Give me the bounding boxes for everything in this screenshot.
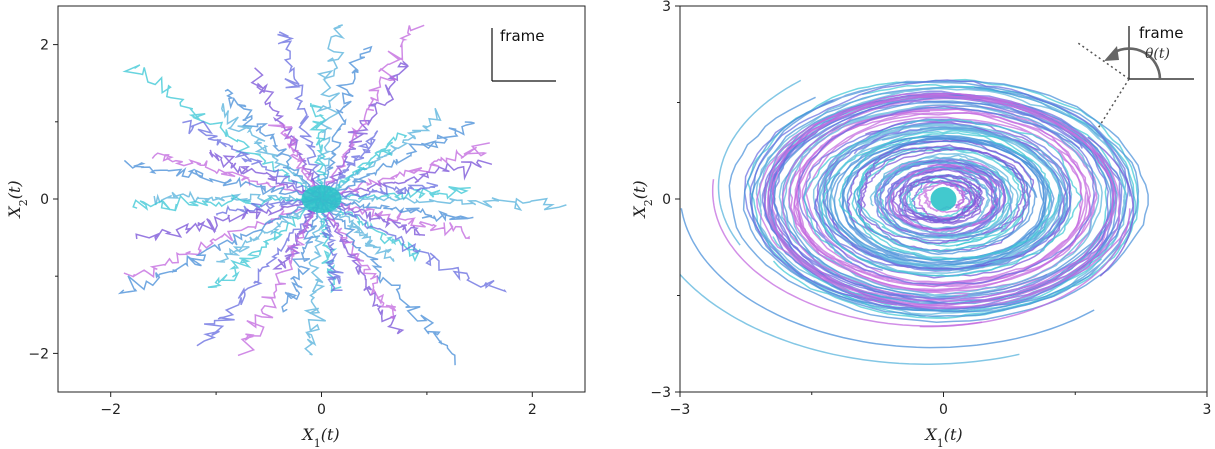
right-inset-label: frame xyxy=(1139,24,1183,42)
x-tick-label: 0 xyxy=(317,402,326,418)
right-trajectory xyxy=(838,132,1060,261)
right-outer-trajectory xyxy=(717,79,802,246)
right-trajectory xyxy=(812,123,1073,277)
left-trajectory xyxy=(322,197,474,223)
left-trajectory xyxy=(122,64,323,199)
right-inset-rotated-axis-2 xyxy=(1096,78,1130,131)
left-trajectory xyxy=(117,198,323,295)
left-trajectory xyxy=(321,198,456,366)
left-inset-frame: frame xyxy=(491,27,556,82)
right-trajectory-group xyxy=(680,78,1149,365)
left-trajectory xyxy=(224,88,323,200)
left-trajectory xyxy=(216,198,325,263)
x-tick-label: 2 xyxy=(528,402,537,418)
y-tick-label: 2 xyxy=(40,38,49,54)
right-trajectory xyxy=(793,104,1098,295)
left-trajectory xyxy=(320,197,395,262)
right-trajectory xyxy=(856,144,1027,245)
y-tick-label: 3 xyxy=(662,0,671,15)
right-outer-trajectory xyxy=(680,273,1020,365)
right-trajectory xyxy=(873,152,1014,239)
x-tick-label: 0 xyxy=(939,402,948,418)
right-inset-rotation-arrow xyxy=(1112,47,1162,80)
right-trajectory xyxy=(869,154,1019,239)
right-trajectory xyxy=(851,146,1027,252)
left-trajectory xyxy=(207,198,323,289)
left-ticks: −2 0 2 −2 0 2 xyxy=(28,38,536,418)
left-panel: −2 0 2 −2 0 2 X1(t) X2(t) frame xyxy=(5,5,586,449)
y-tick-label: −3 xyxy=(650,385,671,401)
y-tick-label: 0 xyxy=(662,192,671,208)
right-inset-arrowhead-icon xyxy=(1104,46,1119,61)
x-tick-label: −3 xyxy=(670,402,691,418)
left-trajectory xyxy=(277,31,324,200)
left-trajectory xyxy=(321,159,493,199)
left-trajectory xyxy=(320,60,410,201)
right-trajectory xyxy=(891,173,983,224)
right-trajectory xyxy=(746,78,1140,319)
right-y-axis-label: X2(t) xyxy=(630,180,655,219)
right-panel: −3 0 3 −3 0 3 X1(t) X2(t) frame θ(t) xyxy=(630,0,1211,449)
right-trajectory xyxy=(803,118,1083,277)
left-trajectory xyxy=(221,103,321,199)
right-trajectory xyxy=(756,92,1117,307)
left-trajectory xyxy=(151,152,323,200)
left-trajectory xyxy=(123,159,322,202)
left-trajectory xyxy=(308,103,329,199)
y-tick-label: −2 xyxy=(28,346,49,362)
left-x-axis-label: X1(t) xyxy=(300,425,339,449)
x-tick-label: 3 xyxy=(1203,402,1212,418)
left-trajectory xyxy=(153,190,321,206)
left-trajectory xyxy=(320,197,397,320)
right-trajectory xyxy=(763,92,1131,310)
left-trajectories xyxy=(117,24,567,366)
left-trajectory xyxy=(318,198,342,294)
right-origin-cluster xyxy=(930,187,957,211)
right-outer-trajectory xyxy=(711,179,983,327)
left-trajectory xyxy=(318,197,344,291)
left-trajectory xyxy=(319,24,425,202)
right-x-axis-label: X1(t) xyxy=(923,425,962,449)
right-ticks: −3 0 3 −3 0 3 xyxy=(650,0,1211,418)
left-trajectory xyxy=(320,198,507,293)
right-trajectory xyxy=(874,158,1013,242)
left-trajectory xyxy=(208,149,323,201)
left-trajectory xyxy=(272,197,323,270)
right-trajectory xyxy=(917,180,977,219)
right-outer-trajectory xyxy=(680,208,1095,349)
left-trajectory xyxy=(320,195,567,211)
right-inset-frame: frame θ(t) xyxy=(1077,24,1194,131)
left-trajectory xyxy=(135,197,321,242)
left-trajectory-group xyxy=(117,24,567,366)
right-trajectory xyxy=(876,157,1007,238)
left-trajectory xyxy=(315,24,346,200)
left-trajectory xyxy=(320,45,373,200)
right-inset-rotated-axis-1 xyxy=(1077,42,1130,80)
left-trajectory xyxy=(281,198,323,313)
left-y-axis-label: X2(t) xyxy=(5,180,30,219)
left-origin-cluster xyxy=(301,185,342,213)
right-outer-trajectory xyxy=(1087,136,1134,277)
right-trajectory xyxy=(788,108,1091,292)
left-trajectory xyxy=(324,142,490,201)
x-tick-label: −2 xyxy=(100,402,121,418)
left-inset-label: frame xyxy=(500,27,544,45)
right-trajectory xyxy=(767,95,1117,305)
right-trajectories xyxy=(680,78,1149,365)
left-trajectory xyxy=(123,197,321,279)
left-trajectory xyxy=(322,197,426,236)
y-tick-label: 0 xyxy=(40,192,49,208)
left-trajectory xyxy=(182,119,323,200)
left-trajectory xyxy=(237,198,324,357)
right-inset-angle-label: θ(t) xyxy=(1145,46,1170,62)
left-trajectory xyxy=(303,197,327,356)
left-trajectory xyxy=(319,121,475,200)
right-outer-trajectory xyxy=(919,208,1131,328)
